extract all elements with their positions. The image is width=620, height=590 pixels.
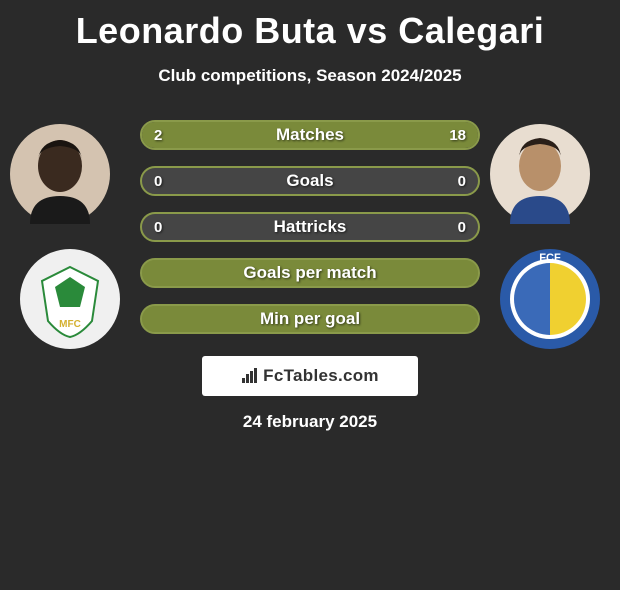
stat-left-value: 0 <box>154 173 162 190</box>
page-title: Leonardo Buta vs Calegari <box>0 10 620 52</box>
club-initials: FCF <box>539 252 561 264</box>
source-logo: FcTables.com <box>202 356 418 396</box>
stat-label: Hattricks <box>274 217 347 237</box>
player-left-avatar <box>10 124 110 224</box>
comparison-area: MFC FCF 2 18 Matches 0 0 Goals 0 0 Hattricks Goal… <box>0 114 620 344</box>
stat-left-value: 0 <box>154 219 162 236</box>
source-logo-text: FcTables.com <box>263 366 379 386</box>
club-left-logo: MFC <box>20 249 120 349</box>
stat-label: Min per goal <box>260 309 360 329</box>
stat-bar: 2 18 Matches <box>140 120 480 150</box>
stat-bar: 0 0 Goals <box>140 166 480 196</box>
stat-bar: 0 0 Hattricks <box>140 212 480 242</box>
stat-right-value: 0 <box>458 173 466 190</box>
player-right-avatar <box>490 124 590 224</box>
stat-left-value: 2 <box>154 127 162 144</box>
stat-bars: 2 18 Matches 0 0 Goals 0 0 Hattricks Goals per ma… <box>140 120 480 350</box>
stat-right-value: 0 <box>458 219 466 236</box>
stat-label: Goals <box>286 171 333 191</box>
chart-icon <box>241 368 259 384</box>
subtitle: Club competitions, Season 2024/2025 <box>0 66 620 86</box>
date-label: 24 february 2025 <box>0 412 620 432</box>
stat-bar: Goals per match <box>140 258 480 288</box>
stat-label: Matches <box>276 125 344 145</box>
stat-label: Goals per match <box>243 263 376 283</box>
avatar-face <box>519 141 561 191</box>
stat-right-value: 18 <box>449 127 466 144</box>
club-right-logo: FCF <box>500 249 600 349</box>
stat-bar: Min per goal <box>140 304 480 334</box>
club-initials: MFC <box>59 319 81 330</box>
